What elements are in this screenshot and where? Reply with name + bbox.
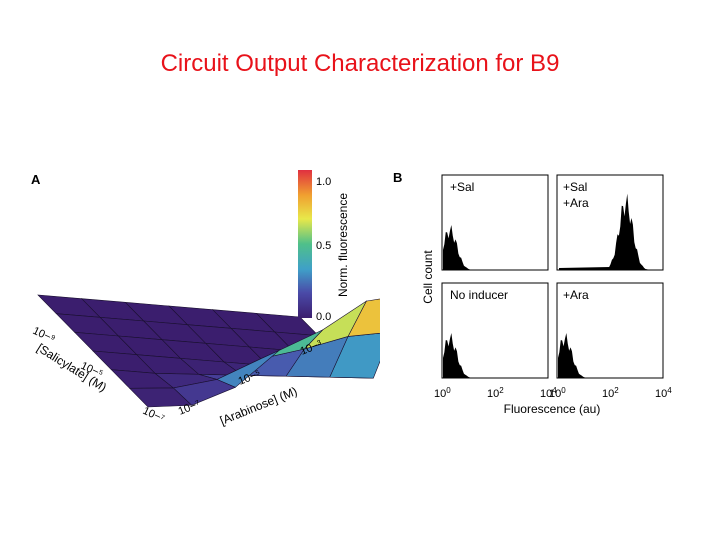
histogram-grid: Cell count +Sal +Sal +Ara No inducer +Ar… (421, 174, 672, 416)
x-tick-3: 10−⁷ (141, 405, 167, 425)
hist-frame-tl (441, 174, 549, 271)
histogram-fill (443, 224, 473, 270)
colorbar-tick-bottom: 0.0 (316, 311, 331, 323)
colorbar (298, 170, 312, 318)
cell-count-label: Cell count (421, 250, 435, 304)
panel-b-label: B (393, 170, 403, 185)
slide-title: Circuit Output Characterization for B9 (160, 50, 560, 77)
histogram-fill (609, 193, 649, 270)
histogram-fills (443, 193, 649, 378)
hist-label-bl: No inducer (450, 288, 508, 302)
hist-x-tick-0-2: 104 (540, 386, 557, 400)
hist-x-tick-1-2: 104 (655, 386, 672, 400)
histogram-tail (559, 267, 610, 270)
surface-mesh (37, 294, 380, 408)
hist-x-tick-1-1: 102 (602, 386, 619, 400)
hist-label-tl: +Sal (450, 180, 474, 194)
hist-frame-bl (441, 282, 549, 379)
surface-plot: 1.0 0.5 0.0 Norm. fluorescence 10−⁹ 10−⁵… (31, 170, 380, 428)
hist-x-tick-1-0: 100 (549, 386, 566, 400)
hist-x-tick-0-1: 102 (487, 386, 504, 400)
panel-a-label: A (31, 172, 41, 187)
colorbar-label: Norm. fluorescence (336, 193, 350, 297)
colorbar-tick-mid: 0.5 (316, 240, 331, 252)
hist-x-tick-0-0: 100 (434, 386, 451, 400)
surface-cell (128, 387, 193, 408)
hist-frame-br (556, 282, 664, 379)
y-axis-label: [Arabinose] (M) (218, 384, 299, 428)
fluorescence-label: Fluorescence (au) (504, 402, 601, 416)
hist-label-br: +Ara (563, 288, 589, 302)
hist-label-tr-1: +Sal (563, 180, 587, 194)
histogram-fill (558, 332, 588, 378)
colorbar-tick-top: 1.0 (316, 176, 331, 188)
hist-label-tr-2: +Ara (563, 196, 589, 210)
histogram-fill (443, 332, 473, 378)
